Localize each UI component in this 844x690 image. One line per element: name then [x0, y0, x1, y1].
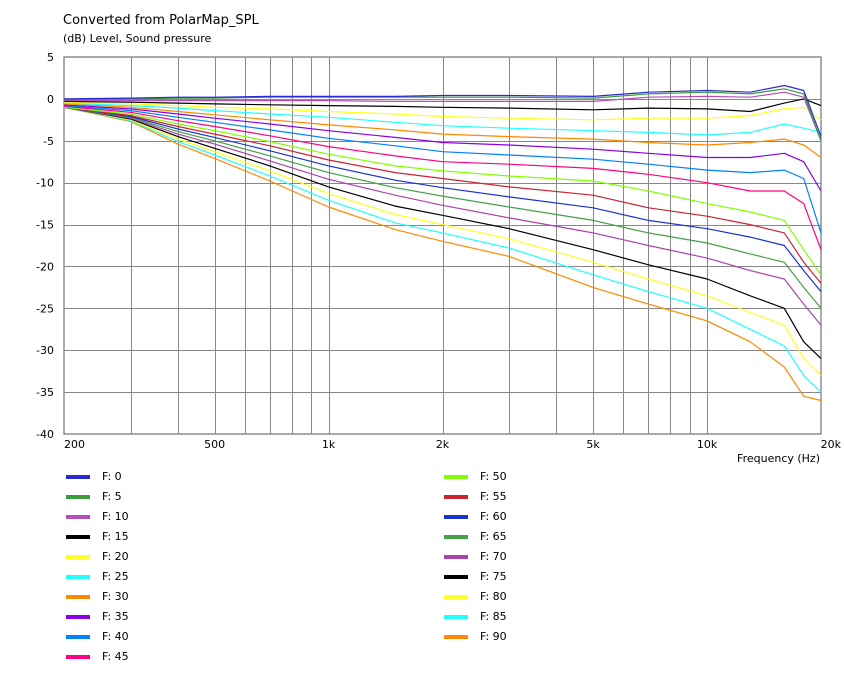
series-line: [63, 103, 822, 158]
legend-label: F: 10: [102, 510, 129, 523]
series-line: [63, 105, 822, 234]
legend-label: F: 65: [480, 530, 507, 543]
series-line: [63, 88, 822, 142]
series-line: [63, 106, 822, 326]
legend-label: F: 70: [480, 550, 507, 563]
y-tick-label: -5: [43, 135, 54, 148]
chart-plot: 5 0 -5 -10 -15 -20 -25 -30 -35 -40 200 500 1k 2k 5k 10k…: [36, 51, 842, 465]
series-line: [64, 91, 822, 142]
x-tick-label: 20k: [821, 438, 842, 451]
legend-swatch: [66, 615, 90, 619]
series-line: [63, 84, 822, 137]
legend-swatch: [444, 555, 468, 559]
legend-label: F: 50: [480, 470, 507, 483]
y-axis-label: (dB) Level, Sound pressure: [63, 32, 212, 45]
series-line: [63, 105, 822, 250]
series-line: [63, 106, 822, 284]
legend-swatch: [66, 535, 90, 539]
legend-label: F: 5: [102, 490, 122, 503]
y-tick-label: -10: [36, 177, 54, 190]
y-tick-label: 5: [47, 51, 54, 64]
legend-label: F: 90: [480, 630, 507, 643]
series-line: [63, 106, 822, 309]
legend-swatch: [444, 535, 468, 539]
legend-swatch: [66, 515, 90, 519]
series-line: [63, 106, 822, 360]
chart-title: Converted from PolarMap_SPL: [63, 13, 259, 28]
series-line: [63, 106, 822, 276]
legend-swatch: [444, 595, 468, 599]
legend-swatch: [444, 635, 468, 639]
series-line: [63, 106, 822, 393]
legend-label: F: 0: [102, 470, 122, 483]
legend-label: F: 15: [102, 530, 129, 543]
legend-label: F: 40: [102, 630, 129, 643]
legend-label: F: 30: [102, 590, 129, 603]
legend-swatch: [66, 495, 90, 499]
legend-swatch: [444, 495, 468, 499]
legend-swatch: [444, 515, 468, 519]
x-tick-label: 500: [204, 438, 225, 451]
x-tick-label: 1k: [322, 438, 336, 451]
legend-swatch: [66, 635, 90, 639]
legend-label: F: 60: [480, 510, 507, 523]
series-line: [63, 106, 822, 292]
legend-swatch: [444, 575, 468, 579]
y-tick-label: -25: [36, 302, 54, 315]
legend-label: F: 35: [102, 610, 129, 623]
axis-layer: 5 0 -5 -10 -15 -20 -25 -30 -35 -40 200 500 1k 2k 5k 10k…: [36, 51, 842, 451]
legend-swatch: [444, 475, 468, 479]
series-line: [63, 104, 822, 192]
grid-layer: [63, 56, 822, 435]
series-line: [63, 101, 822, 121]
series-line: [63, 106, 822, 402]
legend-label: F: 85: [480, 610, 507, 623]
legend-label: F: 75: [480, 570, 507, 583]
legend-swatch: [66, 555, 90, 559]
legend-label: F: 45: [102, 650, 129, 663]
series-layer: [63, 84, 822, 402]
y-tick-label: -30: [36, 344, 54, 357]
plot-frame: [63, 56, 822, 435]
legend-swatch: [444, 615, 468, 619]
x-tick-label: 10k: [697, 438, 718, 451]
y-tick-label: -20: [36, 260, 54, 273]
x-tick-label: 5k: [586, 438, 600, 451]
series-line: [63, 106, 822, 376]
y-tick-label: -40: [36, 428, 54, 441]
series-line: [63, 102, 822, 136]
x-tick-label: 2k: [436, 438, 450, 451]
series-line: [63, 98, 822, 113]
y-tick-label: 0: [47, 93, 54, 106]
legend-label: F: 55: [480, 490, 507, 503]
legend-swatch: [66, 595, 90, 599]
legend-label: F: 20: [102, 550, 129, 563]
legend-swatch: [66, 655, 90, 659]
legend-label: F: 80: [480, 590, 507, 603]
x-axis-label: Frequency (Hz): [737, 452, 820, 465]
y-tick-label: -15: [36, 219, 54, 232]
legend-swatch: [66, 575, 90, 579]
legend-swatch: [66, 475, 90, 479]
y-tick-label: -35: [36, 386, 54, 399]
legend-label: F: 25: [102, 570, 129, 583]
x-tick-label: 200: [64, 438, 85, 451]
